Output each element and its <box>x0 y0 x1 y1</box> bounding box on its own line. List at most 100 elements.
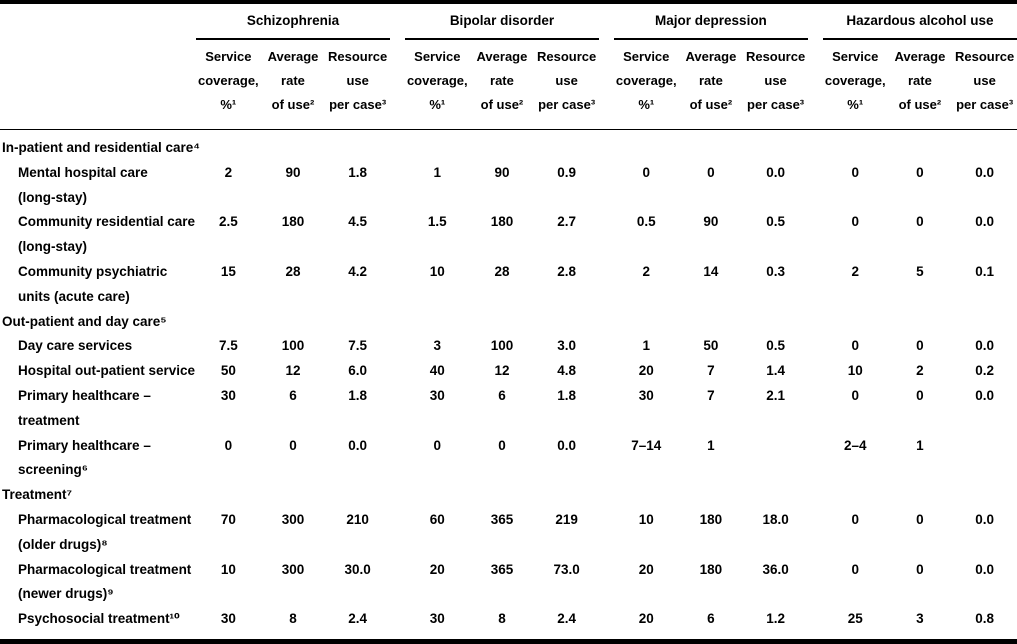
value-cell: 0.9 <box>557 164 576 180</box>
column-header-line: use <box>973 73 996 88</box>
column-gap <box>390 334 405 359</box>
column-header-line: coverage, <box>197 73 259 88</box>
column-header-line: rate <box>907 73 932 88</box>
value-cell: 0 <box>498 437 506 453</box>
service-label-line2: (long-stay) <box>18 239 87 255</box>
service-row: Pharmacological treatment (older drugs)⁸ 7… <box>0 508 1017 558</box>
service-row: Hospital out-patient service 50 12 6.0 40 12 4… <box>0 359 1017 384</box>
value-cell: 2.4 <box>557 611 576 627</box>
value-cell: 28 <box>285 263 301 279</box>
value-cell: 70 <box>220 511 236 527</box>
value-cell: 30 <box>638 387 654 403</box>
value-cell: 0.1 <box>975 263 994 279</box>
value-cell: 6.0 <box>348 363 368 379</box>
section-label: Treatment⁷ <box>2 487 73 503</box>
value-cell: 30.0 <box>344 561 371 577</box>
value-cell <box>743 434 808 484</box>
column-gap <box>599 359 614 384</box>
column-header-2: Resource use per case³ <box>743 39 808 130</box>
column-header-line: of use² <box>898 97 942 112</box>
value-cell: 20 <box>638 611 654 627</box>
service-label-line2: (long-stay) <box>18 189 87 205</box>
value-cell: 8 <box>289 611 297 627</box>
column-header-line: use <box>555 73 578 88</box>
label-column-spacer <box>0 39 196 130</box>
value-cell: 4.2 <box>348 263 368 279</box>
value-cell: 0.0 <box>975 214 994 230</box>
column-gap <box>599 558 614 608</box>
value-cell: 15 <box>220 263 236 279</box>
value-cell: 1.5 <box>427 214 447 230</box>
value-cell <box>952 434 1017 484</box>
value-cell: 0.0 <box>975 561 994 577</box>
column-gap <box>808 359 823 384</box>
column-gap <box>599 210 614 260</box>
service-label-line2: (newer drugs)⁹ <box>18 586 114 602</box>
value-cell: 219 <box>555 511 578 527</box>
value-cell: 0 <box>916 214 924 230</box>
group-header-major-depression: Major depression <box>613 4 808 40</box>
value-cell: 10 <box>429 263 445 279</box>
value-cell: 20 <box>429 561 445 577</box>
column-header-line: per case³ <box>956 97 1014 112</box>
column-header-line: of use² <box>689 97 733 112</box>
service-row: Community residential care (long-stay) 2.5… <box>0 210 1017 260</box>
section-row: Out-patient and day care⁵ <box>0 310 1017 335</box>
service-row: Mental hospital care (long-stay) 2 90 1.8 1 90… <box>0 161 1017 211</box>
service-label-line1: Day care services <box>18 338 133 354</box>
value-cell: 3 <box>433 338 442 354</box>
service-label: Pharmacological treatment (newer drugs)⁹ <box>0 558 196 608</box>
value-cell: 365 <box>490 511 514 527</box>
label-column-spacer <box>0 4 196 39</box>
value-cell: 0.8 <box>975 611 994 627</box>
column-header-2: Resource use per case³ <box>952 39 1017 130</box>
column-gap <box>390 210 405 260</box>
column-header-1: Average rate of use² <box>260 39 326 130</box>
value-cell: 0 <box>851 214 859 230</box>
column-gap <box>599 434 614 484</box>
service-label-line1: Community psychiatric <box>18 263 168 279</box>
value-cell: 0 <box>916 387 924 403</box>
column-header-line: rate <box>281 73 305 88</box>
column-gap <box>390 508 405 558</box>
value-cell: 5 <box>916 263 924 279</box>
value-cell: 14 <box>703 263 719 279</box>
value-cell: 3 <box>916 611 924 627</box>
value-cell: 50 <box>220 363 236 379</box>
value-cell: 90 <box>703 214 719 230</box>
value-cell: 100 <box>281 338 305 354</box>
value-cell: 0.0 <box>766 164 785 180</box>
value-cell: 0 <box>433 437 442 453</box>
value-cell: 30 <box>429 387 445 403</box>
column-header-line: per case³ <box>747 97 805 112</box>
service-label: Primary healthcare – treatment <box>0 384 196 434</box>
value-cell: 0.5 <box>636 214 656 230</box>
value-cell: 0.0 <box>975 338 994 354</box>
value-cell: 0 <box>851 511 859 527</box>
value-cell: 0 <box>851 561 859 577</box>
group-header-row: Schizophrenia Bipolar disorder Major dep… <box>0 4 1017 40</box>
service-row: Community psychiatric units (acute care) 1… <box>0 260 1017 310</box>
column-header-line: rate <box>490 73 514 88</box>
service-label-line1: Primary healthcare – <box>18 387 151 403</box>
service-row: Pharmacological treatment (newer drugs)⁹ 1… <box>0 558 1017 608</box>
value-cell: 7 <box>707 363 715 379</box>
table-body: In-patient and residential care⁴ Mental h… <box>0 130 1017 632</box>
service-label: Pharmacological treatment (older drugs)⁸ <box>0 508 196 558</box>
column-header-line: Average <box>267 49 319 64</box>
value-cell: 20 <box>638 363 654 379</box>
group-header-schizophrenia: Schizophrenia <box>196 4 390 40</box>
value-cell: 1.8 <box>348 164 368 180</box>
column-header-line: Resource <box>536 49 597 64</box>
section-label: Out-patient and day care⁵ <box>2 313 167 329</box>
column-header-line: Average <box>476 49 528 64</box>
service-label: Primary healthcare – screening⁶ <box>0 434 196 484</box>
column-gap <box>389 39 405 130</box>
value-cell: 2.4 <box>348 611 368 627</box>
value-cell: 50 <box>703 338 719 354</box>
column-header-0: Service coverage, %¹ <box>613 39 679 130</box>
column-header-line: of use² <box>271 97 315 112</box>
service-label-line1: Primary healthcare – <box>18 437 151 453</box>
value-cell: 20 <box>638 561 654 577</box>
value-cell: 28 <box>494 263 510 279</box>
